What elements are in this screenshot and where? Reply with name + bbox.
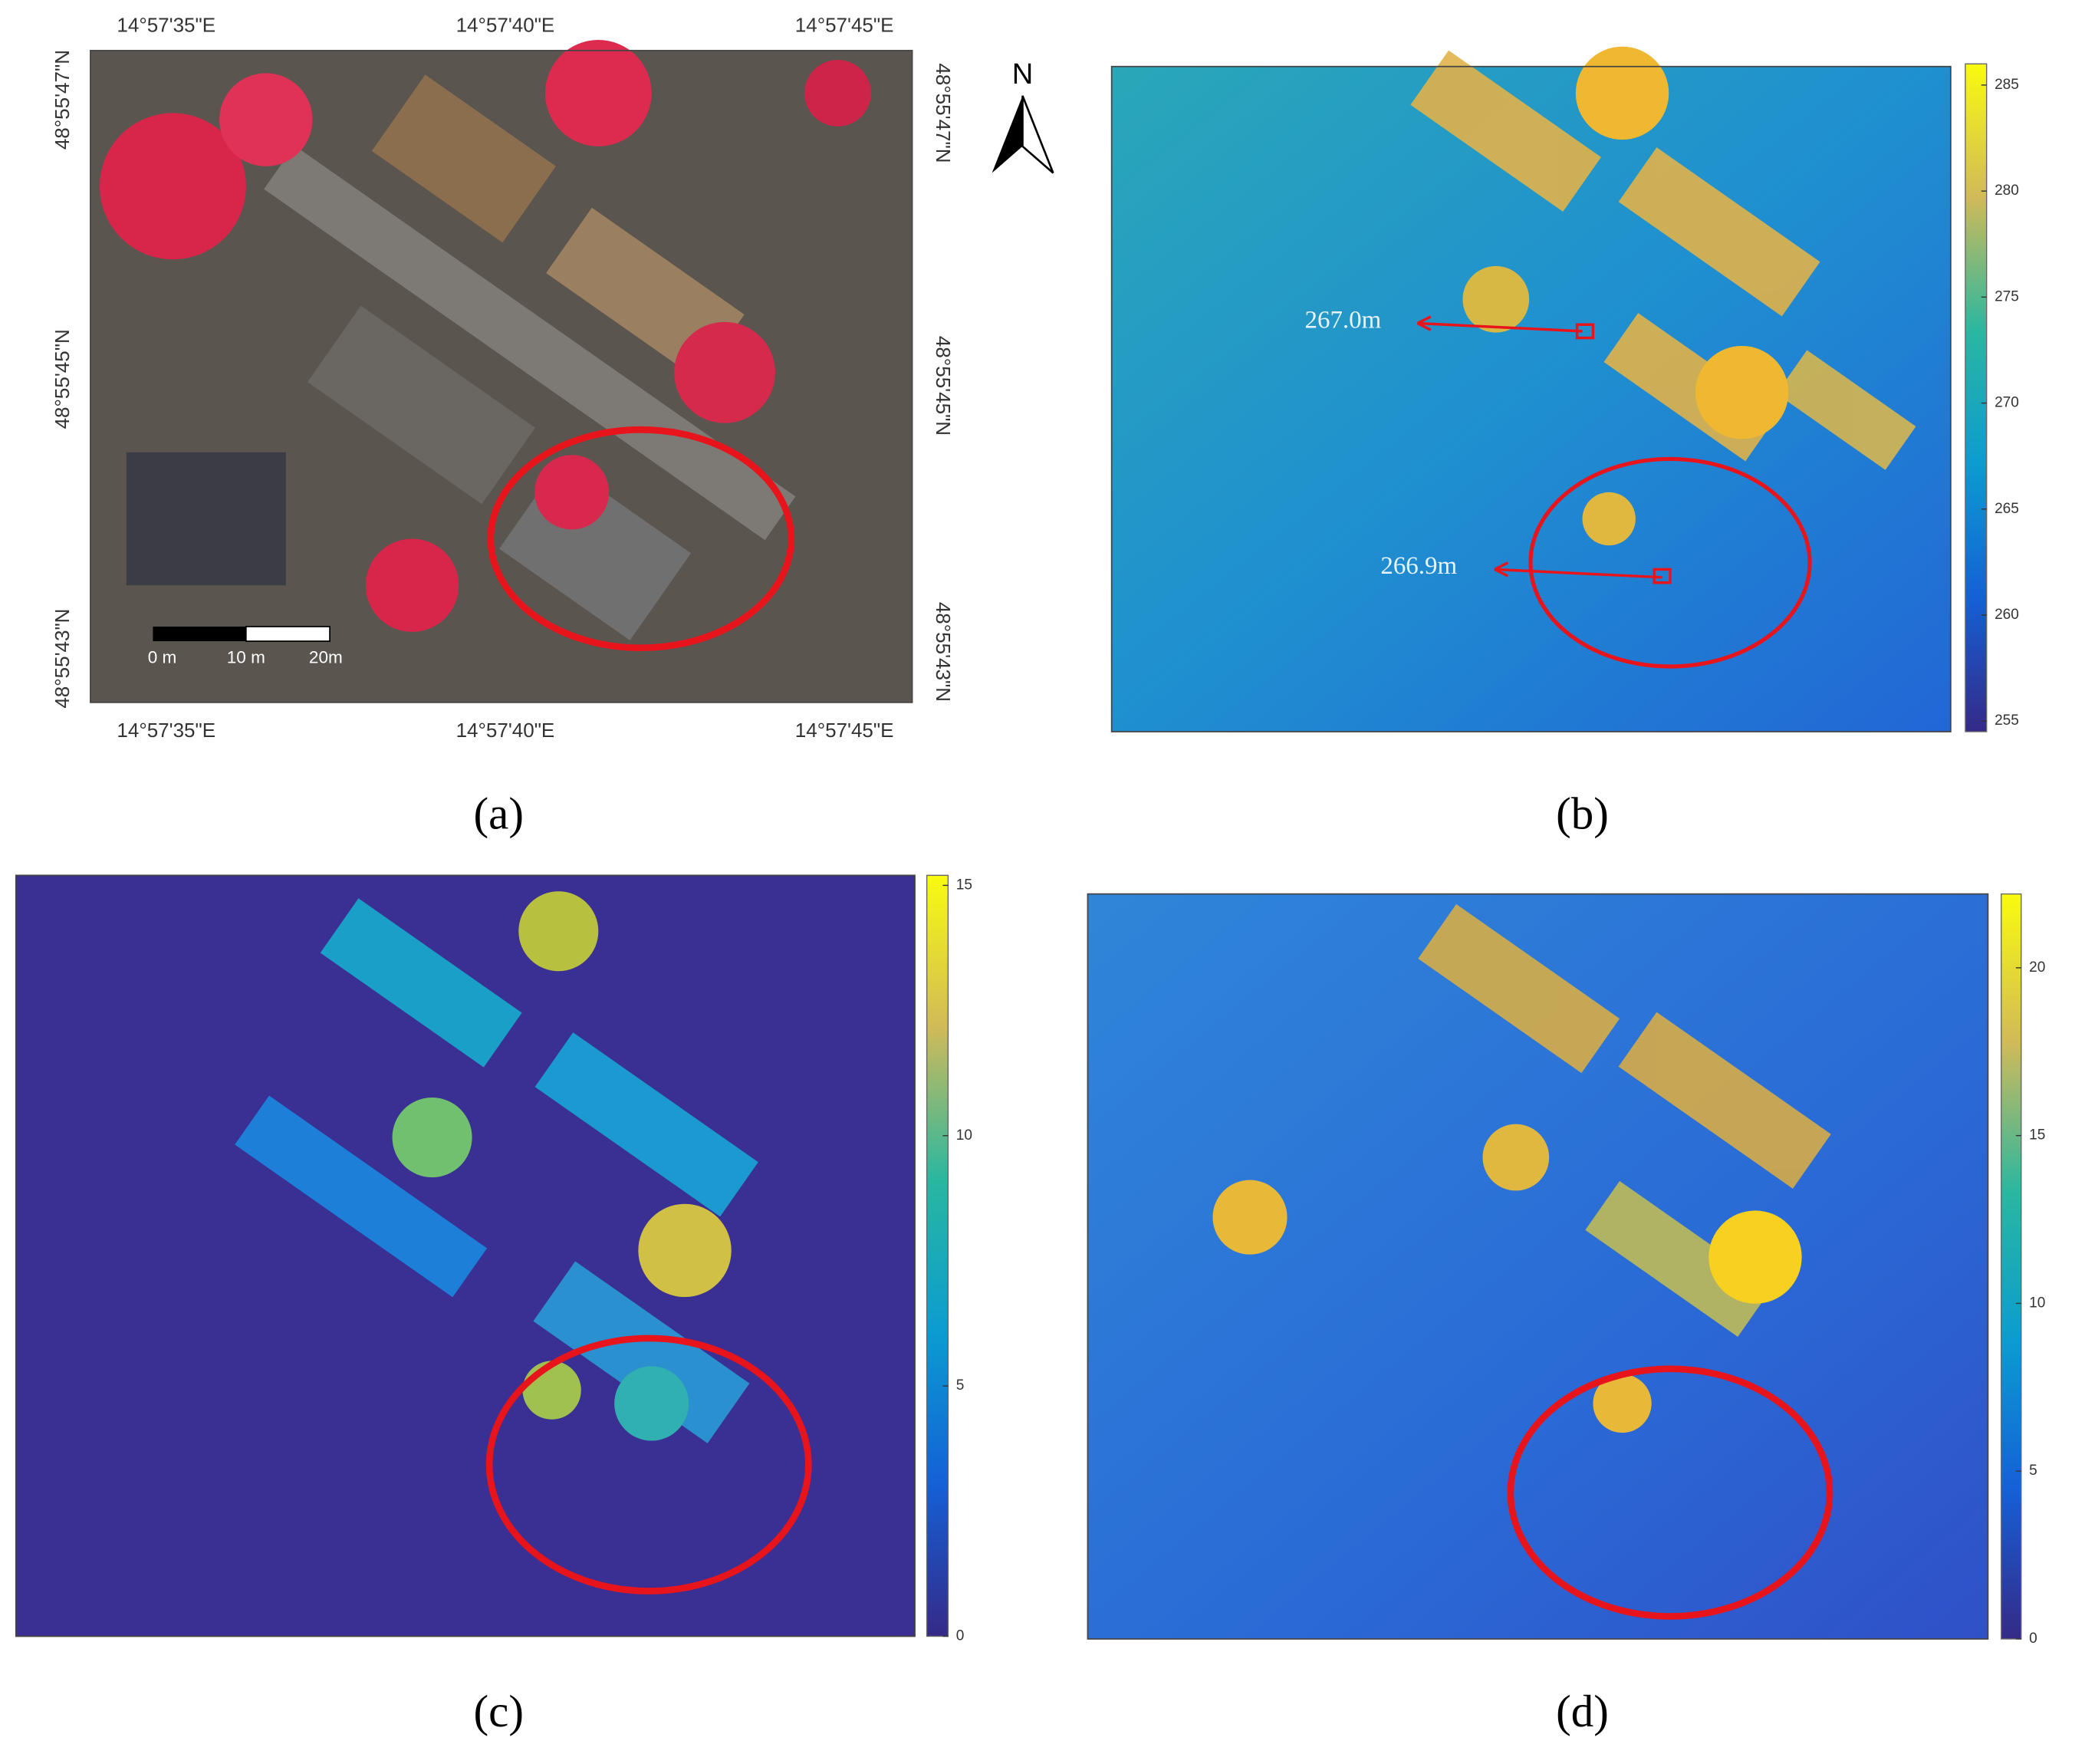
top-coord: 14°57'35"E bbox=[117, 14, 215, 37]
colorbar bbox=[926, 874, 949, 1637]
panel-label: (a) bbox=[474, 788, 524, 838]
left-coord: 48°55'43"N bbox=[51, 609, 74, 709]
colorbar-tick-label: 0 bbox=[956, 1628, 965, 1644]
colorbar-tick-label: 260 bbox=[1995, 607, 2019, 623]
panel-a: 0 m 10 m 20m 14°57'35"E 14°57'40"E 14°57… bbox=[51, 14, 1054, 838]
colorbar bbox=[2001, 893, 2022, 1640]
panel-c: (c) bbox=[15, 874, 916, 1736]
panel-d: (d) bbox=[1087, 893, 1989, 1736]
scale-label: 0 m bbox=[148, 648, 177, 667]
right-coord: 48°55'45"N bbox=[932, 336, 955, 436]
colorbar-tick-label: 285 bbox=[1995, 77, 2019, 93]
left-coord: 48°55'47"N bbox=[51, 50, 74, 150]
colorbar-tick-label: 280 bbox=[1995, 183, 2019, 199]
colorbar-tick-label: 0 bbox=[2029, 1631, 2037, 1647]
aerial-features bbox=[264, 74, 796, 640]
colorbar-tick-label: 5 bbox=[2029, 1463, 2037, 1479]
colorbar bbox=[1965, 63, 1988, 732]
colorbar-tick-label: 15 bbox=[2029, 1127, 2045, 1144]
colorbar-tick-label: 255 bbox=[1995, 713, 2019, 729]
colorbar-tick-label: 5 bbox=[956, 1377, 965, 1394]
annotation: 267.0m bbox=[1305, 306, 1382, 334]
scale-label: 20m bbox=[309, 648, 343, 667]
colorbar-tick-label: 15 bbox=[956, 877, 972, 893]
colorbar-tick-label: 10 bbox=[2029, 1295, 2045, 1311]
scale-label: 10 m bbox=[227, 648, 265, 667]
panel-b: 267.0m 266.9m (b) bbox=[1110, 46, 1952, 838]
colorbar-tick-label: 10 bbox=[956, 1127, 972, 1144]
annotation: 266.9m bbox=[1380, 552, 1457, 580]
left-coord: 48°55'45"N bbox=[51, 329, 74, 429]
bottom-coord: 14°57'35"E bbox=[117, 719, 215, 742]
top-coord: 14°57'40"E bbox=[456, 14, 555, 37]
colorbar-tick-label: 275 bbox=[1995, 288, 2019, 304]
top-coord: 14°57'45"E bbox=[795, 14, 894, 37]
right-coord: 48°55'43"N bbox=[932, 602, 955, 702]
panel-label: (c) bbox=[474, 1686, 524, 1736]
highlight-circle bbox=[487, 426, 795, 652]
colorbar-tick-label: 270 bbox=[1995, 395, 2019, 411]
north-arrow bbox=[1021, 95, 1054, 174]
bottom-coord: 14°57'45"E bbox=[795, 719, 894, 742]
panel-label: (d) bbox=[1556, 1686, 1609, 1736]
north-label: N bbox=[1012, 58, 1034, 91]
colorbar-tick-label: 20 bbox=[2029, 959, 2045, 976]
panel-label: (b) bbox=[1556, 788, 1609, 838]
right-coord: 48°55'47"N bbox=[932, 63, 955, 163]
north-arrow bbox=[992, 95, 1023, 173]
bottom-coord: 14°57'40"E bbox=[456, 719, 555, 742]
colorbar-tick-label: 265 bbox=[1995, 501, 2019, 517]
